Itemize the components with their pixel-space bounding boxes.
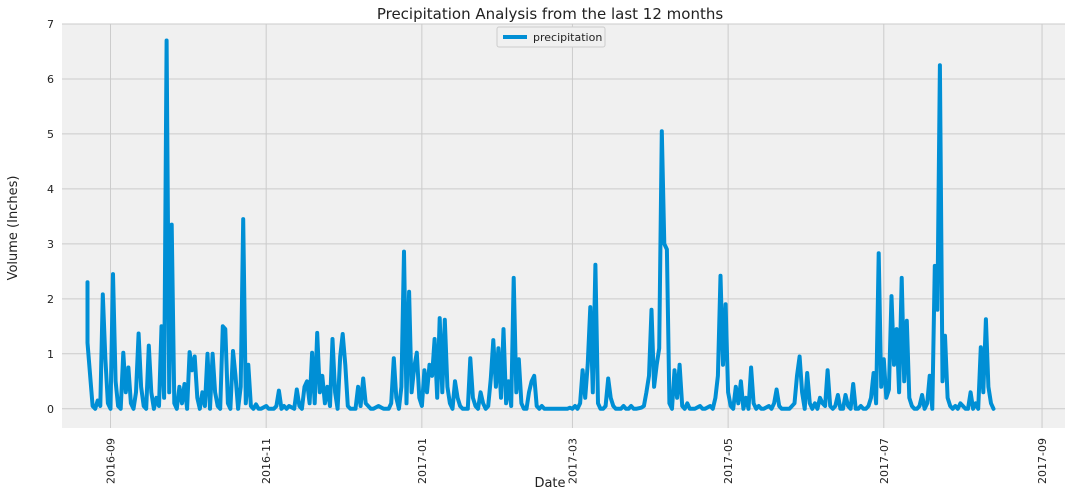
grid <box>62 23 1065 428</box>
x-tick-label: 2017-07 <box>878 438 891 484</box>
legend: precipitation <box>496 26 606 48</box>
x-tick-label: 2016-09 <box>104 438 117 484</box>
series-layer <box>85 38 996 411</box>
x-tick-label: 2017-09 <box>1036 438 1049 484</box>
y-tick-label: 4 <box>47 183 54 196</box>
legend-box <box>496 26 606 48</box>
x-tick-label: 2016-11 <box>260 438 273 484</box>
y-tick-label: 1 <box>47 348 54 361</box>
x-tick-label: 2017-01 <box>416 438 429 484</box>
x-axis-label: Date <box>534 476 565 491</box>
y-axis-label: Volume (Inches) <box>6 176 21 281</box>
chart-title: Precipitation Analysis from the last 12 … <box>377 5 724 23</box>
y-tick-label: 6 <box>47 73 54 86</box>
y-tick-label: 7 <box>47 18 54 31</box>
x-axis-ticks: 2016-09 2016-11 2017-01 2017-03 2017-05 2017-… <box>104 438 1049 484</box>
x-tick-label: 2017-05 <box>722 438 735 484</box>
x-tick-label: 2017-03 <box>566 438 579 484</box>
legend-entry-precipitation: precipitation <box>533 31 602 44</box>
series-line-precipitation <box>85 38 996 411</box>
y-axis-ticks: 0 1 2 3 4 5 6 7 <box>47 18 54 416</box>
y-tick-label: 2 <box>47 293 54 306</box>
y-tick-label: 5 <box>47 128 54 141</box>
y-tick-label: 3 <box>47 238 54 251</box>
y-tick-label: 0 <box>47 403 54 416</box>
